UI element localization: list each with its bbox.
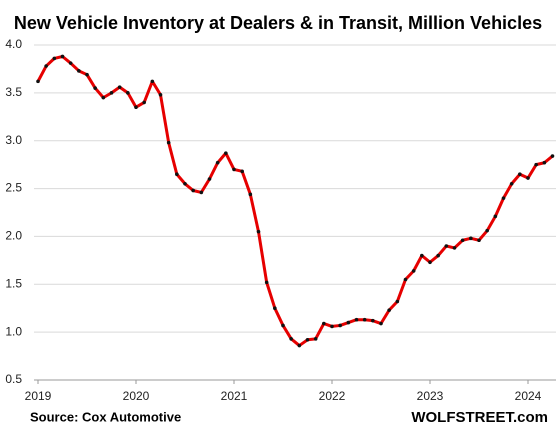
data-point: [469, 236, 473, 241]
data-point: [322, 321, 326, 326]
y-tick-label: 1.0: [5, 324, 22, 338]
data-point: [232, 167, 236, 172]
x-tick-label: 2023: [417, 389, 444, 403]
data-point: [550, 154, 555, 158]
data-point: [518, 172, 522, 177]
y-tick-label: 2.5: [5, 181, 22, 195]
data-point: [534, 162, 538, 167]
data-point: [60, 54, 65, 59]
data-point: [207, 177, 212, 181]
data-point: [281, 323, 285, 328]
y-tick-label: 2.0: [5, 229, 22, 243]
chart-title: New Vehicle Inventory at Dealers & in Tr…: [14, 13, 542, 33]
data-point: [68, 61, 73, 65]
y-tick-label: 4.0: [5, 37, 22, 51]
data-point: [338, 323, 342, 328]
data-point: [444, 244, 449, 248]
data-point: [305, 338, 310, 342]
data-point: [371, 318, 375, 323]
data-point: [101, 95, 106, 100]
data-point: [273, 306, 277, 311]
data-point: [477, 238, 481, 243]
data-point: [93, 86, 97, 90]
watermark: WOLFSTREET.com: [411, 409, 548, 426]
x-tick-label: 2024: [515, 389, 542, 403]
data-point: [509, 181, 514, 186]
x-tick-label: 2022: [319, 389, 346, 403]
data-point: [485, 228, 489, 233]
data-point: [313, 337, 318, 341]
data-point: [289, 337, 293, 341]
data-point: [436, 253, 440, 258]
x-tick-label: 2019: [25, 389, 52, 403]
y-tick-label: 3.0: [5, 133, 22, 147]
data-point: [526, 176, 530, 180]
data-point: [183, 181, 187, 186]
data-point: [224, 151, 228, 155]
data-point: [403, 277, 408, 282]
data-point: [248, 192, 253, 197]
source: Source: Cox Automotive: [30, 409, 181, 424]
data-point: [460, 238, 465, 243]
data-point: [354, 317, 359, 322]
data-point: [346, 320, 351, 325]
data-point: [117, 85, 122, 89]
data-point: [215, 160, 220, 165]
data-point: [330, 324, 334, 329]
data-point: [150, 79, 155, 84]
data-point: [501, 196, 506, 200]
data-point: [166, 140, 171, 145]
data-point: [109, 91, 114, 95]
data-point: [387, 308, 391, 312]
data-point: [264, 280, 269, 285]
data-point: [142, 100, 146, 105]
y-tick-label: 1.5: [5, 276, 22, 290]
data-point: [126, 91, 130, 95]
data-point: [158, 92, 163, 97]
x-tick-label: 2021: [221, 389, 248, 403]
data-point: [85, 72, 89, 77]
data-point: [395, 299, 400, 304]
y-tick-label: 3.5: [5, 85, 22, 99]
data-point: [542, 160, 547, 165]
data-point: [199, 190, 204, 195]
data-point: [77, 69, 81, 73]
x-tick-label: 2020: [123, 389, 150, 403]
data-point: [256, 229, 261, 234]
data-line: [36, 54, 554, 348]
data-point: [493, 214, 498, 219]
data-point: [379, 321, 383, 326]
data-point: [134, 105, 138, 110]
y-tick-label: 0.5: [5, 372, 22, 386]
data-point: [411, 269, 416, 273]
data-point: [297, 343, 302, 348]
data-point: [428, 260, 432, 265]
data-point: [36, 79, 40, 84]
data-point: [420, 253, 424, 258]
data-point: [191, 188, 195, 193]
data-point: [362, 317, 367, 322]
data-point: [44, 64, 48, 68]
data-point: [240, 169, 244, 174]
data-point: [175, 172, 179, 177]
data-point: [452, 246, 457, 250]
data-point: [52, 56, 57, 61]
